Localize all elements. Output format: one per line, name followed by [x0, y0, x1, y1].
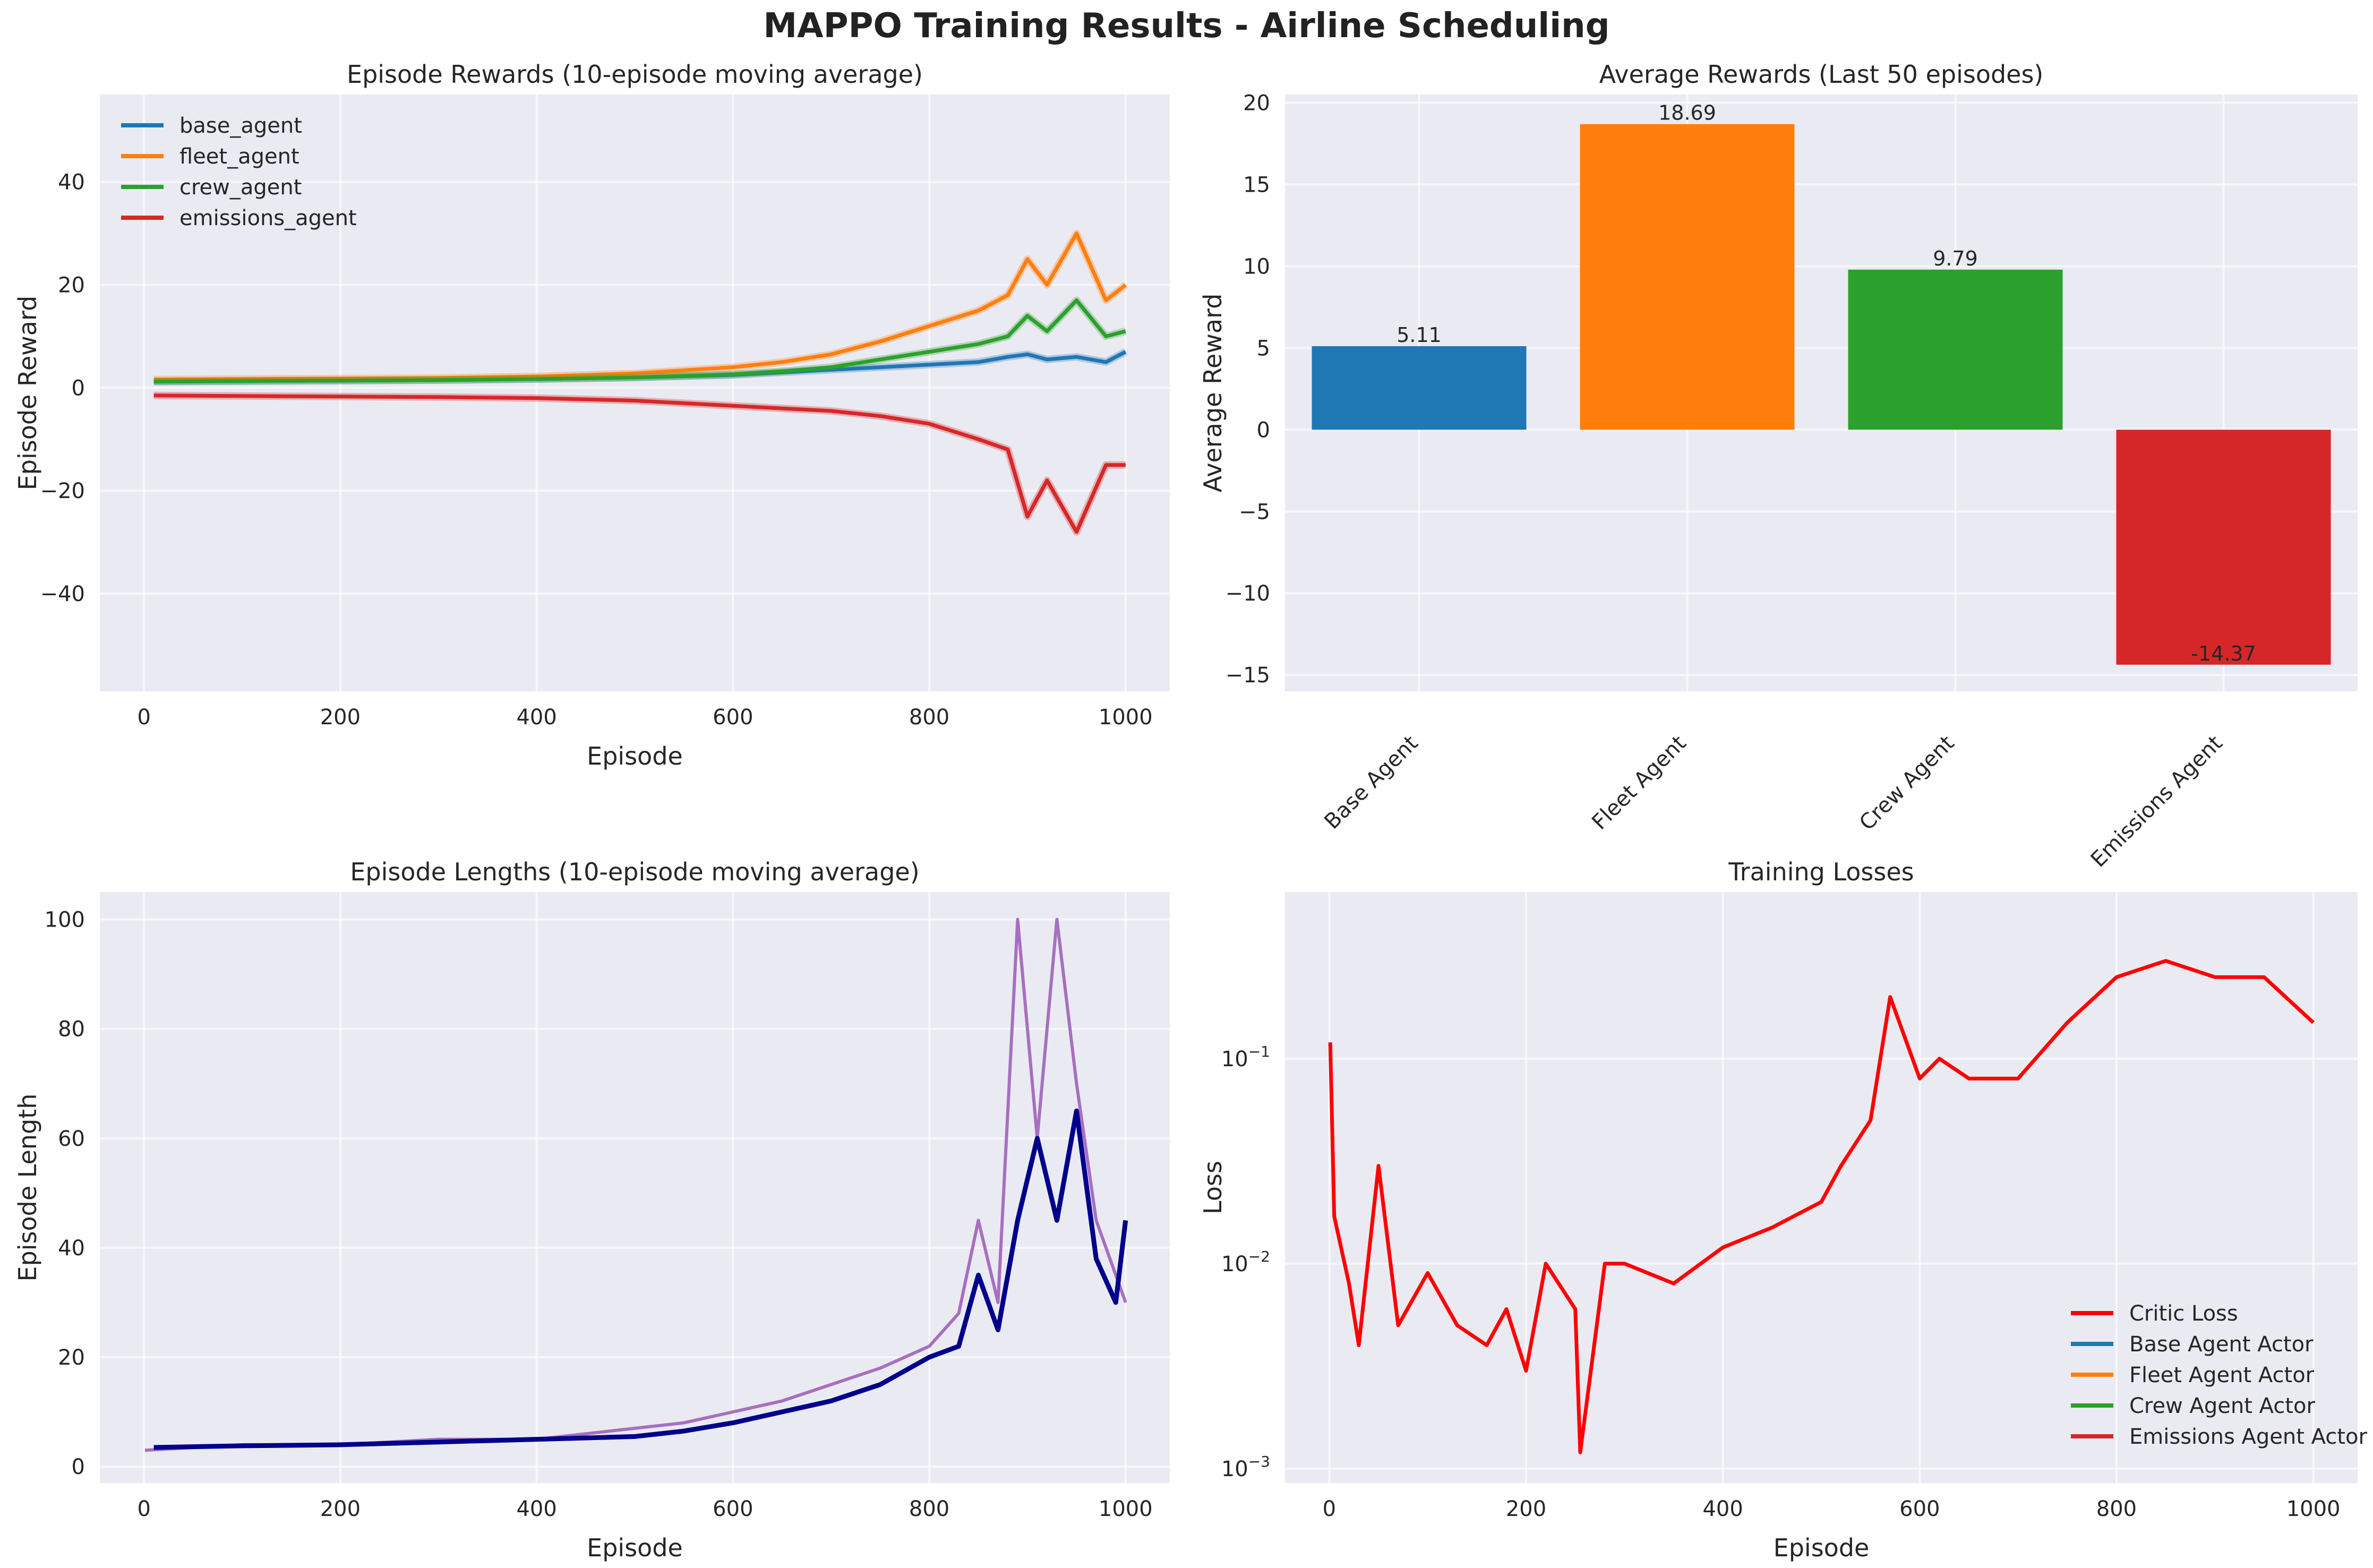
- x-tick-label: 600: [713, 705, 753, 730]
- bar-value-label: 18.69: [1658, 101, 1716, 125]
- x-axis-label: Episode: [587, 742, 683, 770]
- legend-label: Crew Agent Actor: [2129, 1394, 2315, 1418]
- bar-value-label: 9.79: [1933, 247, 1978, 270]
- y-tick-label: −15: [1226, 663, 1270, 688]
- x-tick-label: 0: [137, 705, 150, 730]
- y-tick-label: 40: [58, 170, 85, 195]
- legend-label: Base Agent Actor: [2129, 1332, 2314, 1357]
- x-tick-label: Crew Agent: [1855, 731, 1959, 836]
- x-tick-label: Base Agent: [1320, 731, 1423, 834]
- plot-area: [1285, 892, 2358, 1483]
- x-tick-label: 400: [1702, 1497, 1743, 1521]
- y-tick-label: 0: [72, 1455, 85, 1479]
- x-tick-label: Fleet Agent: [1587, 731, 1691, 835]
- panel-title: Average Rewards (Last 50 episodes): [1599, 60, 2044, 89]
- x-tick-label: 1000: [1099, 1497, 1153, 1521]
- x-tick-label: 0: [1323, 1497, 1336, 1521]
- x-tick-label: 200: [1506, 1497, 1546, 1521]
- y-tick-label: 40: [58, 1236, 85, 1261]
- x-tick-label: 800: [909, 705, 949, 730]
- bar: [2116, 430, 2331, 665]
- x-tick-label: 400: [516, 1497, 556, 1521]
- legend-label: fleet_agent: [179, 144, 299, 169]
- legend-label: Critic Loss: [2129, 1301, 2238, 1326]
- bar-value-label: -14.37: [2191, 642, 2256, 665]
- y-tick-label: 10−1: [1221, 1043, 1270, 1072]
- moving-average-line: [153, 1108, 1128, 1450]
- y-tick-label: 20: [58, 1346, 85, 1370]
- y-axis-label: Loss: [1198, 1161, 1227, 1214]
- legend: Critic Loss Base Agent Actor Fleet Agent A…: [2071, 1301, 2367, 1449]
- panel-4: Training Losses 0 200 400 600 800 1000 Episode 1…: [1198, 858, 2367, 1562]
- y-axis-label: Episode Reward: [13, 296, 42, 491]
- x-tick-label: 200: [320, 705, 361, 730]
- x-tick-label: 0: [137, 1497, 150, 1521]
- y-tick-label: 10−3: [1221, 1453, 1270, 1481]
- y-tick-label: 0: [1257, 418, 1270, 442]
- legend: base_agent fleet_agent crew_agent emissions…: [121, 114, 357, 230]
- panel-title: Episode Rewards (10-episode moving avera…: [347, 60, 923, 89]
- x-tick-label: 800: [909, 1497, 949, 1521]
- panel-2: Average Rewards (Last 50 episodes) −15 −10…: [1198, 60, 2358, 872]
- x-axis-label: Episode: [587, 1533, 683, 1562]
- y-tick-label: 15: [1243, 173, 1270, 197]
- y-tick-label: 10: [1243, 254, 1270, 279]
- y-tick-label: −5: [1239, 500, 1270, 524]
- bar: [1312, 346, 1527, 430]
- bar-value-label: 5.11: [1397, 323, 1442, 347]
- x-tick-label: 400: [516, 705, 556, 730]
- panel-3: Episode Lengths (10-episode moving avera…: [13, 858, 1170, 1562]
- legend-label: base_agent: [179, 114, 302, 138]
- y-axis-label: Average Reward: [1198, 294, 1227, 493]
- y-tick-label: 5: [1257, 336, 1270, 361]
- plot-area: [100, 892, 1170, 1483]
- bar: [1848, 269, 2063, 430]
- legend-label: Fleet Agent Actor: [2129, 1363, 2315, 1387]
- y-tick-label: 0: [72, 376, 85, 400]
- y-tick-label: −20: [40, 479, 85, 503]
- panel-1: Episode Rewards (10-episode moving avera…: [13, 60, 1170, 770]
- y-tick-label: 100: [45, 908, 85, 932]
- x-tick-label: 200: [320, 1497, 361, 1521]
- y-tick-label: 10−2: [1221, 1248, 1270, 1276]
- legend-label: Emissions Agent Actor: [2129, 1425, 2367, 1449]
- x-tick-label: 1000: [2286, 1497, 2341, 1521]
- bar: [1580, 124, 1795, 430]
- series-line: [153, 298, 1126, 384]
- series-line: [153, 393, 1126, 534]
- y-tick-label: 20: [1243, 91, 1270, 115]
- y-tick-label: −40: [40, 582, 85, 606]
- panel-title: Training Losses: [1728, 858, 1914, 886]
- x-tick-label: 600: [713, 1497, 753, 1521]
- legend-label: emissions_agent: [179, 206, 357, 230]
- critic-loss-line: [1328, 959, 2315, 1454]
- plot-area: [100, 95, 1170, 691]
- figure-title: MAPPO Training Results - Airline Schedul…: [763, 6, 1610, 46]
- legend-label: crew_agent: [179, 175, 302, 200]
- x-tick-label: 1000: [1099, 705, 1153, 730]
- y-tick-label: 60: [58, 1127, 85, 1151]
- series-line: [153, 232, 1127, 382]
- x-tick-label: 800: [2096, 1497, 2137, 1521]
- x-tick-label: Emissions Agent: [2086, 731, 2228, 872]
- panel-title: Episode Lengths (10-episode moving avera…: [350, 858, 919, 886]
- y-axis-label: Episode Length: [13, 1094, 42, 1282]
- x-axis-label: Episode: [1774, 1533, 1870, 1562]
- y-tick-label: −10: [1226, 581, 1270, 606]
- y-tick-label: 20: [58, 273, 85, 298]
- x-tick-label: 600: [1899, 1497, 1940, 1521]
- y-tick-label: 80: [58, 1017, 85, 1042]
